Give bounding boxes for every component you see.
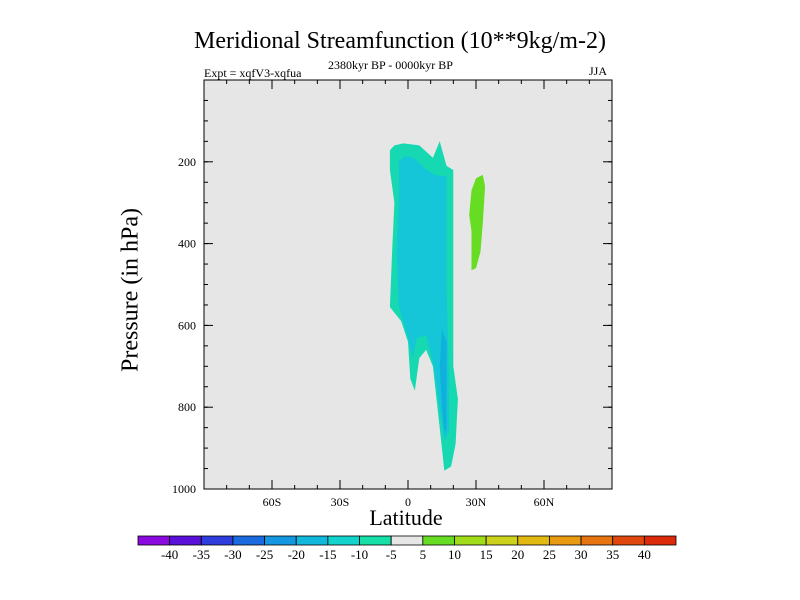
colorbar-label: 40 <box>638 547 651 562</box>
colorbar-swatch <box>232 535 265 546</box>
colorbar-label: 15 <box>480 547 493 562</box>
colorbar-label: 25 <box>543 547 556 562</box>
y-tick-label: 400 <box>178 237 196 251</box>
axis-ticks: 60S 30S 0 30N 60N 200 400 600 800 1000 <box>172 80 613 509</box>
x-tick-label: 30S <box>331 495 350 509</box>
time-range-label: 2380kyr BP - 0000kyr BP <box>328 58 453 72</box>
colorbar-swatch <box>264 535 297 546</box>
negative-cell-inner <box>396 155 449 440</box>
chart-title: Meridional Streamfunction (10**9kg/m-2) <box>194 28 606 54</box>
colorbar-swatch <box>454 535 487 546</box>
colorbar-label: -35 <box>193 547 210 562</box>
colorbar-swatch <box>517 535 550 546</box>
colorbar-label: -20 <box>288 547 305 562</box>
colorbar-label: -15 <box>319 547 336 562</box>
x-tick-label: 30N <box>466 495 487 509</box>
colorbar-label: 30 <box>575 547 588 562</box>
colorbar-label: -40 <box>161 547 178 562</box>
colorbar-label: -10 <box>351 547 368 562</box>
colorbar-swatch <box>200 535 234 546</box>
colorbar-swatch <box>580 535 614 546</box>
x-tick-label: 60N <box>534 495 555 509</box>
colorbar-swatch <box>643 535 677 546</box>
season-label: JJA <box>589 64 608 78</box>
colorbar-label: 35 <box>606 547 619 562</box>
x-axis-label: Latitude <box>369 505 443 530</box>
x-tick-label: 0 <box>405 495 411 509</box>
negative-cell-core <box>439 329 447 433</box>
y-tick-label: 1000 <box>172 482 196 496</box>
colorbar-swatch <box>485 535 519 546</box>
y-tick-label: 800 <box>178 400 196 414</box>
colorbar-swatch <box>390 535 424 546</box>
colorbar-label: 5 <box>420 547 427 562</box>
colorbar-swatch <box>612 535 645 546</box>
colorbar-swatch <box>327 535 360 546</box>
colorbar-label: -5 <box>386 547 397 562</box>
contour-regions <box>389 141 486 471</box>
colorbar-label: 20 <box>511 547 524 562</box>
x-tick-label: 60S <box>263 495 282 509</box>
colorbar-swatch <box>295 535 329 546</box>
colorbar-label: -30 <box>224 547 241 562</box>
colorbar-swatch <box>169 535 202 546</box>
colorbar-swatch <box>549 535 582 546</box>
colorbar: -40 -35 -30 -25 -20 -15 -10 -5 5 10 15 20 25 30 35 40 <box>137 535 677 562</box>
colorbar-swatch <box>359 535 392 546</box>
positive-cell <box>469 174 486 271</box>
colorbar-swatch <box>422 535 455 546</box>
colorbar-label: -25 <box>256 547 273 562</box>
y-tick-label: 600 <box>178 318 196 332</box>
colorbar-swatch <box>137 535 171 546</box>
colorbar-label: 10 <box>448 547 461 562</box>
y-tick-label: 200 <box>178 155 196 169</box>
experiment-label: Expt = xqfV3-xqfua <box>204 66 302 80</box>
